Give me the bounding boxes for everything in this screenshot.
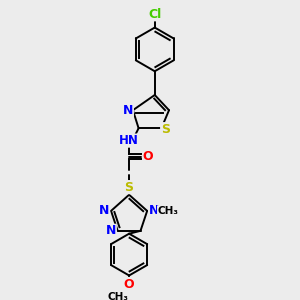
Text: S: S [124, 181, 134, 194]
Text: CH₃: CH₃ [107, 292, 128, 300]
Text: O: O [124, 278, 134, 290]
Text: N: N [148, 204, 159, 218]
Text: N: N [106, 224, 116, 237]
Text: N: N [99, 204, 110, 218]
Text: S: S [161, 123, 170, 136]
Text: O: O [143, 150, 153, 163]
Text: HN: HN [119, 134, 139, 147]
Text: CH₃: CH₃ [158, 206, 178, 216]
Text: N: N [123, 104, 133, 117]
Text: Cl: Cl [148, 8, 161, 21]
